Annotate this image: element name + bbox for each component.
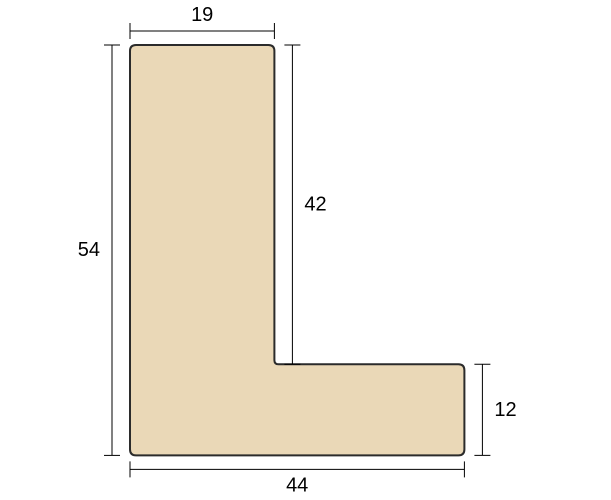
dim-label-right-lower: 12 [494, 399, 516, 421]
dim-label-bottom: 44 [286, 474, 308, 496]
l-shape [130, 45, 464, 455]
dim-label-top: 19 [191, 4, 213, 26]
dim-label-left: 54 [78, 239, 100, 261]
dim-label-right-upper: 42 [304, 194, 326, 216]
